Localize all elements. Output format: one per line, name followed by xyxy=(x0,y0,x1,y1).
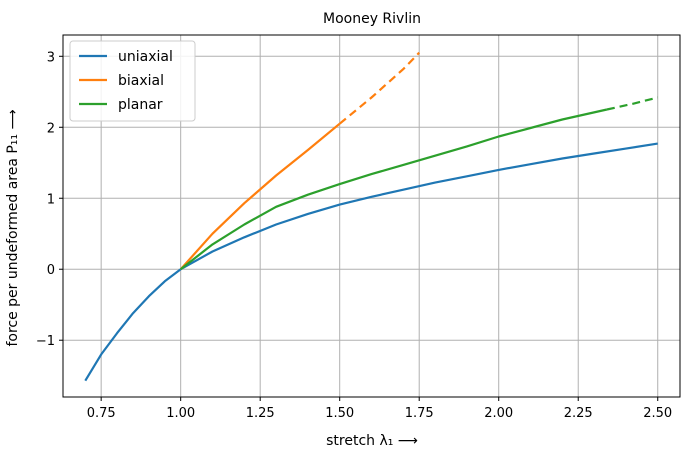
legend-label-biaxial: biaxial xyxy=(118,73,164,89)
series-line-biaxial xyxy=(179,122,341,270)
legend-box xyxy=(69,40,196,122)
y-tick-label: 1 xyxy=(47,192,55,207)
x-tick-label: 1.25 xyxy=(246,406,275,421)
x-tick-label: 0.75 xyxy=(87,406,116,421)
x-ticks: 0.75 1.00 1.25 1.50 1.75 2.00 2.25 2.50 xyxy=(87,397,672,421)
x-tick-label: 1.00 xyxy=(166,406,195,421)
chart-title: Mooney Rivlin xyxy=(323,11,421,27)
grid xyxy=(63,35,680,397)
x-tick-label: 2.25 xyxy=(564,406,593,421)
series-line-dashed-biaxial xyxy=(339,51,420,125)
legend-label-uniaxial: uniaxial xyxy=(118,49,173,65)
y-axis-title: force per undeformed area P₁₁ ⟶ xyxy=(5,109,21,346)
y-tick-label: −1 xyxy=(36,334,55,349)
legend: uniaxial biaxial planar xyxy=(69,40,196,122)
y-tick-label: 2 xyxy=(47,121,55,136)
x-tick-label: 1.50 xyxy=(325,406,354,421)
series-line-planar xyxy=(180,108,608,271)
series-line-dashed-planar xyxy=(606,96,658,111)
x-tick-label: 1.75 xyxy=(405,406,434,421)
y-ticks: −1 0 1 2 3 xyxy=(36,50,63,349)
series-line-uniaxial xyxy=(84,142,658,382)
legend-label-planar: planar xyxy=(118,97,163,113)
x-axis-title: stretch λ₁ ⟶ xyxy=(326,433,418,449)
y-tick-label: 3 xyxy=(47,50,55,65)
y-tick-label: 0 xyxy=(47,263,55,278)
plot-frame xyxy=(62,34,681,398)
plot-lines xyxy=(84,51,658,382)
x-tick-label: 2.00 xyxy=(484,406,513,421)
x-tick-label: 2.50 xyxy=(643,406,672,421)
